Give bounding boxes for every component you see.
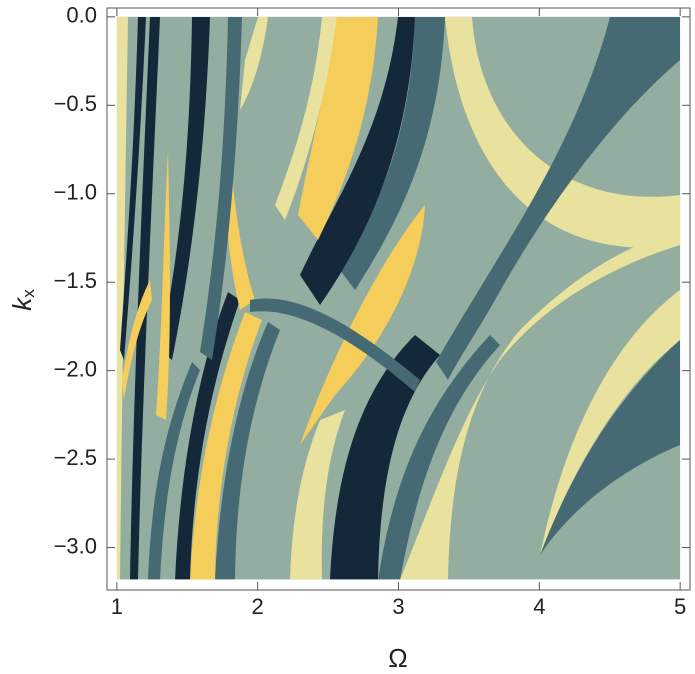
regions xyxy=(117,17,680,580)
x-tick-label: 5 xyxy=(674,594,686,619)
y-tick-label: −1.0 xyxy=(54,180,97,205)
y-tick-label: −2.0 xyxy=(54,356,97,381)
region xyxy=(250,298,420,392)
region xyxy=(215,322,280,580)
x-axis-title: Ω xyxy=(388,643,407,673)
region xyxy=(300,17,415,305)
region xyxy=(378,335,500,580)
region xyxy=(540,340,680,555)
y-tick-label: −2.5 xyxy=(54,445,97,470)
region xyxy=(122,280,152,400)
region xyxy=(160,17,210,360)
region xyxy=(340,17,445,290)
x-tick-label: 3 xyxy=(392,594,404,619)
region xyxy=(290,410,345,580)
x-tick-label: 2 xyxy=(252,594,264,619)
y-axis-title: kx xyxy=(7,289,39,311)
y-axis-title-main: k xyxy=(7,296,37,311)
region xyxy=(120,17,146,360)
y-axis-title-subscript: x xyxy=(19,289,38,298)
region xyxy=(298,17,378,240)
region xyxy=(540,290,680,555)
region xyxy=(148,362,200,580)
y-tick-label: −1.5 xyxy=(54,268,97,293)
region xyxy=(436,17,680,380)
region xyxy=(445,17,680,248)
x-tick-label: 1 xyxy=(111,594,123,619)
region xyxy=(275,17,337,220)
y-tick-label: 0.0 xyxy=(66,3,97,28)
region xyxy=(225,120,255,310)
region xyxy=(400,230,680,580)
region xyxy=(117,17,128,580)
region xyxy=(156,150,170,420)
region xyxy=(175,292,240,580)
x-tick-label: 4 xyxy=(533,594,545,619)
region xyxy=(330,335,440,580)
region xyxy=(200,17,242,360)
y-tick-label: −0.5 xyxy=(54,91,97,116)
region xyxy=(190,312,262,580)
y-tick-label: −3.0 xyxy=(54,533,97,558)
region xyxy=(240,17,268,110)
region xyxy=(300,205,425,445)
